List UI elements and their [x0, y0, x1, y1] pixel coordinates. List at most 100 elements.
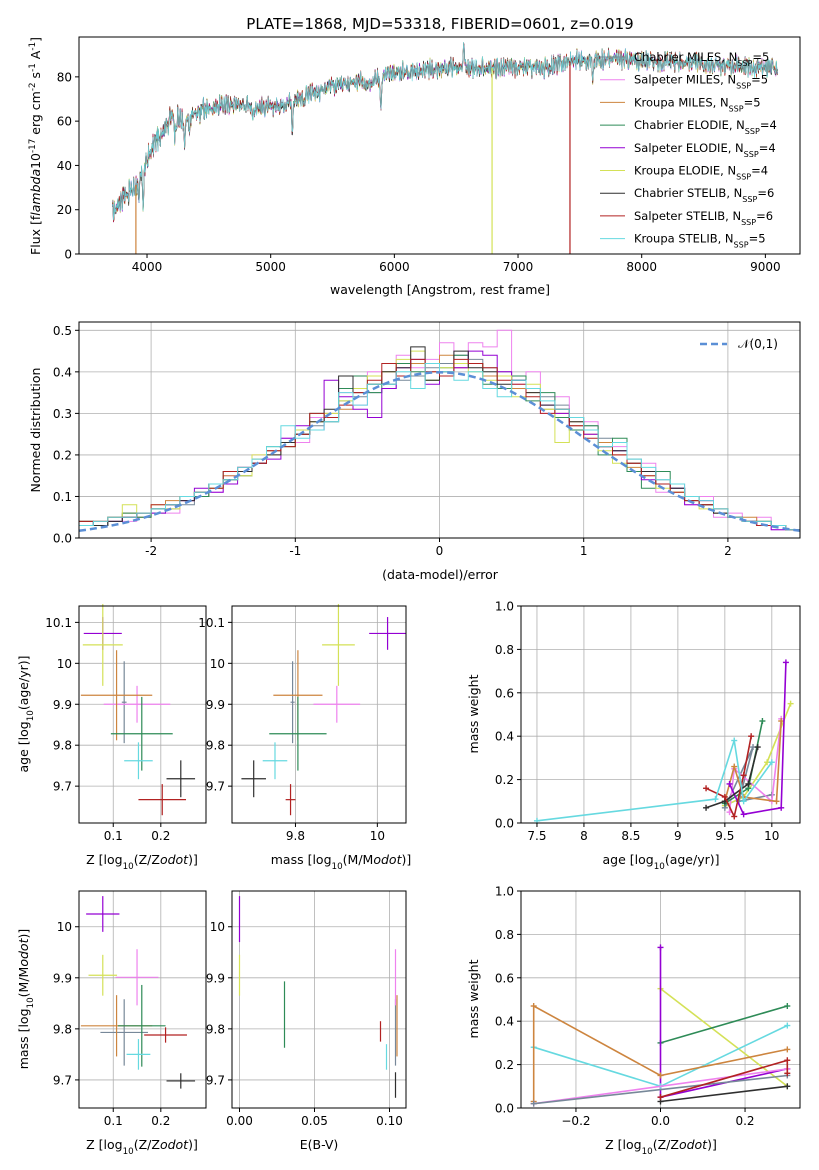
axes-frame — [78, 36, 801, 255]
age-vs-mass-panel: 9.8 10 9.7 9.8 9.9 10 10.1 mass [log10(M/Modot)… — [198, 603, 412, 872]
errorbar-point — [86, 896, 120, 932]
errorbar-point — [126, 1039, 151, 1070]
x-tick-label: 10 — [370, 829, 385, 843]
y-tick-label: 10.1 — [45, 616, 72, 630]
x-tick-label: 6000 — [379, 260, 410, 274]
errorbar-point — [369, 617, 406, 650]
y-tick-label: 0.0 — [53, 532, 72, 546]
y-tick-label: 0.0 — [495, 817, 514, 831]
legend-label: 𝒩(0,1) — [738, 337, 778, 351]
y-tick-label: 0.4 — [53, 365, 72, 379]
x-tick-label: 2 — [724, 544, 732, 558]
weight-series-line — [660, 1005, 788, 1044]
weight-series-line — [705, 746, 759, 809]
y-tick-label: 0.2 — [495, 1058, 514, 1072]
legend-label: Chabrier STELIB, NSSP=6 — [634, 186, 774, 204]
x-tick-label: −0.2 — [561, 1114, 590, 1128]
axes-frame — [78, 890, 207, 1109]
x-tick-label: 1 — [580, 544, 588, 558]
y-axis-label: age [log10(age/yr)] — [16, 655, 36, 772]
y-tick-label: 0.0 — [495, 1102, 514, 1116]
axes-frame — [231, 890, 407, 1109]
y-axis-label: Normed distribution — [28, 368, 43, 493]
y-tick-label: 0.4 — [495, 730, 514, 744]
x-axis-label: age [log10(age/yr)] — [602, 852, 719, 872]
y-tick-label: 0.4 — [495, 1015, 514, 1029]
x-tick-label: 0.10 — [376, 1114, 403, 1128]
y-tick-label: 10 — [210, 920, 225, 934]
x-tick-label: 10 — [764, 829, 779, 843]
errorbar-point — [124, 742, 153, 780]
errorbar-point — [313, 685, 361, 723]
errorbar-point — [269, 696, 327, 771]
y-axis-label: mass weight — [466, 959, 481, 1038]
y-tick-label: 9.8 — [206, 739, 225, 753]
errorbar-point — [138, 784, 187, 816]
x-tick-label: -1 — [289, 544, 301, 558]
legend-label: Kroupa STELIB, NSSP=5 — [634, 232, 766, 250]
mass-vs-z-panel: 0.1 0.2 9.7 9.8 9.9 10 Z [log10(Z/Zodot)] mass … — [16, 890, 207, 1157]
y-tick-label: 0 — [64, 248, 72, 262]
errorbar-point — [118, 984, 166, 1067]
legend-label: Salpeter STELIB, NSSP=6 — [634, 209, 773, 227]
errorbar-point — [290, 661, 295, 744]
y-tick-label: 9.9 — [53, 698, 72, 712]
y-tick-label: 0.5 — [53, 324, 72, 338]
errorbar-point — [82, 603, 123, 686]
x-tick-label: 0.05 — [301, 1114, 328, 1128]
y-tick-label: 9.9 — [206, 971, 225, 985]
y-tick-label: 1.0 — [495, 885, 514, 899]
weight-vs-z-panel: −0.2 0.0 0.2 0.0 0.2 0.4 0.6 0.8 1.0 Z [log10(Z/Z… — [466, 885, 801, 1157]
x-axis-label: wavelength [Angstrom, rest frame] — [330, 282, 550, 297]
x-tick-label: 0.1 — [104, 829, 123, 843]
errorbar-point — [100, 999, 148, 1066]
y-axis-label: Flux [flambda10-17 erg cm-2 s-1 A-1] — [28, 37, 43, 255]
errorbar-point — [285, 784, 296, 816]
errorbar-point — [80, 650, 153, 741]
y-tick-label: 40 — [57, 159, 72, 173]
errorbar-point — [262, 742, 288, 780]
gaussian-reference-line — [78, 371, 801, 532]
x-axis-label: (data-model)/error — [382, 567, 499, 582]
x-tick-label: 8.5 — [621, 829, 640, 843]
x-tick-label: -2 — [145, 544, 157, 558]
legend-label: Chabrier MILES, NSSP=5 — [634, 50, 769, 68]
x-tick-label: 0.00 — [226, 1114, 253, 1128]
y-tick-label: 20 — [57, 203, 72, 217]
legend-label: Salpeter ELODIE, NSSP=4 — [634, 141, 776, 159]
y-tick-label: 9.9 — [206, 698, 225, 712]
y-tick-label: 10 — [57, 657, 72, 671]
x-tick-label: 5000 — [255, 260, 286, 274]
y-tick-label: 0.6 — [495, 686, 514, 700]
x-tick-label: 0.1 — [104, 1114, 123, 1128]
y-tick-label: 9.7 — [53, 1073, 72, 1087]
y-tick-label: 10.1 — [198, 616, 225, 630]
y-tick-label: 9.7 — [206, 1073, 225, 1087]
x-tick-label: 9.5 — [715, 829, 734, 843]
x-tick-label: 8 — [580, 829, 588, 843]
y-tick-label: 9.8 — [206, 1022, 225, 1036]
y-tick-label: 0.2 — [495, 773, 514, 787]
errorbar-point — [166, 1073, 196, 1089]
x-tick-label: 0.2 — [735, 1114, 754, 1128]
y-tick-label: 9.7 — [206, 780, 225, 794]
x-tick-label: 9000 — [750, 260, 781, 274]
x-tick-label: 9 — [674, 829, 682, 843]
residuals-panel: -2 -1 0 1 2 0.0 0.1 0.2 0.3 0.4 0.5 (data-model)/er… — [28, 321, 801, 582]
x-tick-label: 0.2 — [151, 829, 170, 843]
spectrum-title: PLATE=1868, MJD=53318, FIBERID=0601, z=0… — [246, 15, 633, 33]
x-tick-label: 0.2 — [151, 1114, 170, 1128]
y-axis-label: mass weight — [466, 674, 481, 753]
y-tick-label: 1.0 — [495, 600, 514, 614]
spectrum-lines — [112, 41, 779, 254]
axes-frame — [231, 605, 407, 824]
y-tick-label: 10 — [57, 920, 72, 934]
x-axis-label: mass [log10(M/Modot)] — [271, 852, 412, 872]
legend-label: Kroupa ELODIE, NSSP=4 — [634, 164, 768, 182]
weight-vs-age-panel: 7.5 8 8.5 9 9.5 10 0.0 0.2 0.4 0.6 0.8 1.0 age [log1… — [466, 600, 801, 872]
x-tick-label: 7000 — [503, 260, 534, 274]
x-axis-label: Z [log10(Z/Zodot)] — [605, 1137, 717, 1157]
y-tick-label: 60 — [57, 115, 72, 129]
age-vs-z-panel: 0.1 0.2 9.7 9.8 9.9 10 10.1 Z [log10(Z/Zodot)] a… — [16, 603, 207, 872]
